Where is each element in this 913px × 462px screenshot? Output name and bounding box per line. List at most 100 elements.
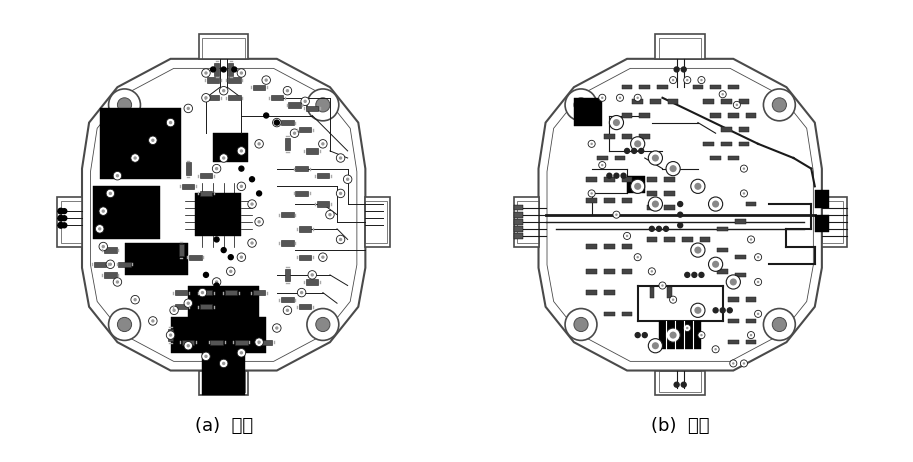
Bar bbox=[728, 113, 739, 118]
Polygon shape bbox=[203, 353, 245, 395]
Circle shape bbox=[109, 309, 141, 340]
Circle shape bbox=[239, 166, 244, 171]
Circle shape bbox=[273, 324, 281, 332]
Polygon shape bbox=[195, 194, 241, 236]
Circle shape bbox=[307, 309, 339, 340]
Circle shape bbox=[601, 97, 603, 99]
Circle shape bbox=[221, 67, 226, 72]
Polygon shape bbox=[199, 34, 248, 59]
Circle shape bbox=[714, 348, 717, 351]
Circle shape bbox=[118, 317, 131, 332]
Circle shape bbox=[240, 71, 243, 75]
Polygon shape bbox=[188, 286, 259, 317]
Bar bbox=[710, 85, 721, 90]
Bar bbox=[622, 113, 633, 118]
Bar bbox=[622, 85, 633, 90]
Bar bbox=[168, 329, 173, 341]
Polygon shape bbox=[100, 109, 181, 179]
Bar bbox=[718, 226, 728, 231]
Circle shape bbox=[631, 137, 645, 151]
Circle shape bbox=[659, 282, 666, 289]
Circle shape bbox=[273, 118, 281, 127]
Bar bbox=[185, 163, 191, 175]
Bar bbox=[703, 141, 714, 146]
Polygon shape bbox=[171, 317, 267, 353]
Circle shape bbox=[649, 226, 655, 231]
Circle shape bbox=[750, 334, 752, 336]
Bar bbox=[739, 128, 750, 132]
Circle shape bbox=[713, 308, 719, 313]
Bar bbox=[746, 319, 756, 323]
Bar bbox=[299, 127, 311, 132]
Bar bbox=[657, 85, 667, 90]
Circle shape bbox=[298, 288, 306, 297]
Bar bbox=[665, 191, 675, 196]
Circle shape bbox=[632, 148, 636, 153]
Circle shape bbox=[152, 139, 154, 142]
Bar bbox=[104, 272, 117, 278]
Circle shape bbox=[599, 162, 606, 169]
Circle shape bbox=[642, 333, 647, 338]
Bar bbox=[281, 240, 294, 246]
Circle shape bbox=[213, 164, 221, 173]
Bar bbox=[182, 340, 194, 345]
Circle shape bbox=[257, 191, 262, 196]
Circle shape bbox=[222, 362, 226, 365]
Bar bbox=[604, 290, 614, 295]
Circle shape bbox=[757, 281, 760, 283]
Bar bbox=[207, 78, 219, 83]
Circle shape bbox=[726, 275, 740, 289]
Circle shape bbox=[219, 154, 228, 162]
Circle shape bbox=[205, 355, 207, 358]
Circle shape bbox=[669, 296, 677, 303]
Circle shape bbox=[757, 256, 760, 258]
Circle shape bbox=[754, 310, 761, 317]
Circle shape bbox=[336, 235, 345, 244]
Bar bbox=[253, 85, 266, 90]
Bar bbox=[721, 99, 731, 103]
Circle shape bbox=[169, 334, 173, 337]
Circle shape bbox=[310, 273, 314, 277]
Polygon shape bbox=[822, 197, 846, 247]
Bar bbox=[646, 177, 657, 182]
Bar bbox=[622, 134, 633, 139]
Circle shape bbox=[198, 288, 206, 297]
Circle shape bbox=[131, 154, 140, 162]
Circle shape bbox=[736, 103, 738, 106]
Circle shape bbox=[184, 104, 193, 113]
Circle shape bbox=[754, 279, 761, 286]
Circle shape bbox=[636, 256, 639, 258]
Circle shape bbox=[205, 96, 207, 99]
Circle shape bbox=[686, 327, 688, 329]
Circle shape bbox=[343, 175, 352, 183]
Bar bbox=[236, 340, 247, 345]
Bar bbox=[627, 176, 645, 194]
Circle shape bbox=[166, 118, 174, 127]
Circle shape bbox=[283, 86, 291, 95]
Bar bbox=[281, 297, 294, 302]
Circle shape bbox=[184, 299, 193, 308]
Bar bbox=[306, 280, 319, 285]
Circle shape bbox=[748, 332, 754, 339]
Bar bbox=[281, 212, 294, 217]
Polygon shape bbox=[58, 197, 82, 247]
Circle shape bbox=[656, 226, 661, 231]
Bar bbox=[703, 99, 714, 103]
Polygon shape bbox=[539, 59, 822, 371]
Circle shape bbox=[215, 237, 219, 242]
Circle shape bbox=[666, 162, 680, 176]
Circle shape bbox=[695, 307, 701, 314]
Circle shape bbox=[99, 207, 108, 215]
Circle shape bbox=[257, 220, 261, 224]
Circle shape bbox=[614, 173, 619, 178]
Circle shape bbox=[691, 303, 705, 317]
Circle shape bbox=[265, 79, 268, 82]
Circle shape bbox=[173, 309, 176, 312]
Circle shape bbox=[149, 136, 157, 145]
Bar bbox=[667, 287, 672, 298]
Circle shape bbox=[677, 223, 683, 228]
Circle shape bbox=[109, 89, 141, 121]
Bar bbox=[175, 290, 187, 295]
Bar bbox=[622, 269, 633, 274]
Circle shape bbox=[742, 167, 745, 170]
